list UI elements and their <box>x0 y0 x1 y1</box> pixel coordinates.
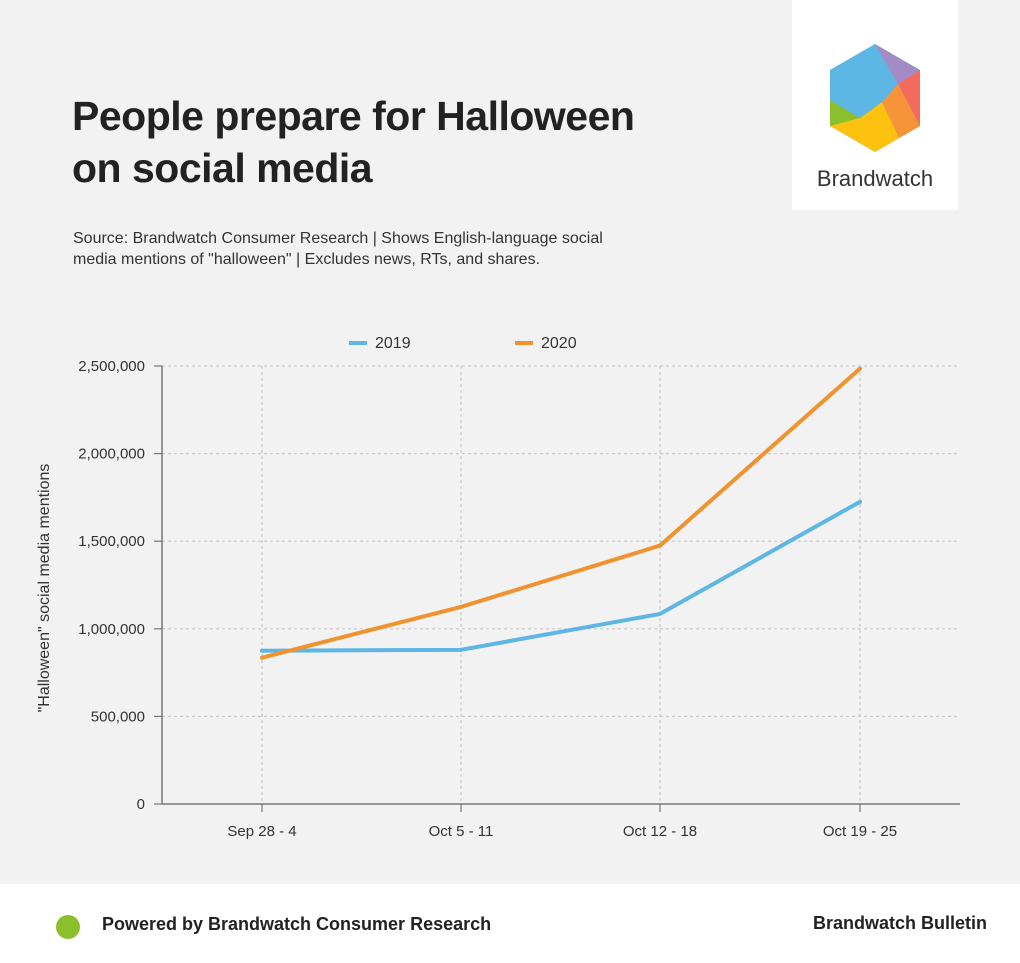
brand-logo-text: Brandwatch <box>816 166 934 191</box>
x-tick-label: Sep 28 - 4 <box>227 823 296 840</box>
line-chart: 0 500,000 1,000,000 1,500,000 2,000,000 2,500… <box>36 335 960 840</box>
y-axis-title: "Halloween" social media mentions <box>36 464 53 713</box>
source-note-line-2: media mentions of "halloween" | Excludes… <box>73 251 541 268</box>
y-tick-label: 1,500,000 <box>78 533 145 550</box>
footer-powered-by: Powered by Brandwatch Consumer Research <box>102 914 492 934</box>
data-point-2019 <box>260 648 264 653</box>
data-point-2019 <box>459 647 463 652</box>
grid-layer <box>162 365 960 804</box>
title-line-1: People prepare for Halloween <box>72 93 635 139</box>
source-note: Source: Brandwatch Consumer Research | S… <box>73 228 653 270</box>
brandwatch-hexagon-icon <box>830 44 920 152</box>
legend-label-2020: 2020 <box>541 335 577 352</box>
series-layer <box>260 366 862 660</box>
y-tick-label: 500,000 <box>91 708 145 725</box>
axis-layer: 0 500,000 1,000,000 1,500,000 2,000,000 2,500… <box>78 358 960 840</box>
x-tick-label: Oct 19 - 25 <box>823 823 897 840</box>
legend-label-2019: 2019 <box>375 335 411 352</box>
data-point-2020 <box>459 604 463 609</box>
y-tick-label: 2,000,000 <box>78 446 145 463</box>
y-tick-label: 1,000,000 <box>78 621 145 638</box>
footer-dot-icon <box>56 915 80 939</box>
y-tick-label: 0 <box>137 796 145 813</box>
data-point-2020 <box>260 655 264 660</box>
footer-publication: Brandwatch Bulletin <box>812 913 987 933</box>
series-line-2020 <box>261 367 862 660</box>
series-line-2019 <box>261 500 861 653</box>
x-tick-label: Oct 5 - 11 <box>429 823 494 840</box>
title-line-2: on social media <box>72 145 373 191</box>
x-tick-label: Oct 12 - 18 <box>623 823 697 840</box>
data-point-2020 <box>658 543 662 548</box>
footer: Powered by Brandwatch Consumer Research … <box>0 884 1020 963</box>
source-note-line-1: Source: Brandwatch Consumer Research | S… <box>73 230 603 247</box>
data-point-2019 <box>658 611 662 616</box>
legend: 2019 2020 <box>349 335 577 352</box>
y-tick-label: 2,500,000 <box>78 358 145 375</box>
data-point-2019 <box>858 499 862 504</box>
page-title: People prepare for Halloween on social m… <box>72 90 712 194</box>
brand-logo-card: Brandwatch <box>792 0 958 210</box>
data-point-2020 <box>858 366 862 371</box>
